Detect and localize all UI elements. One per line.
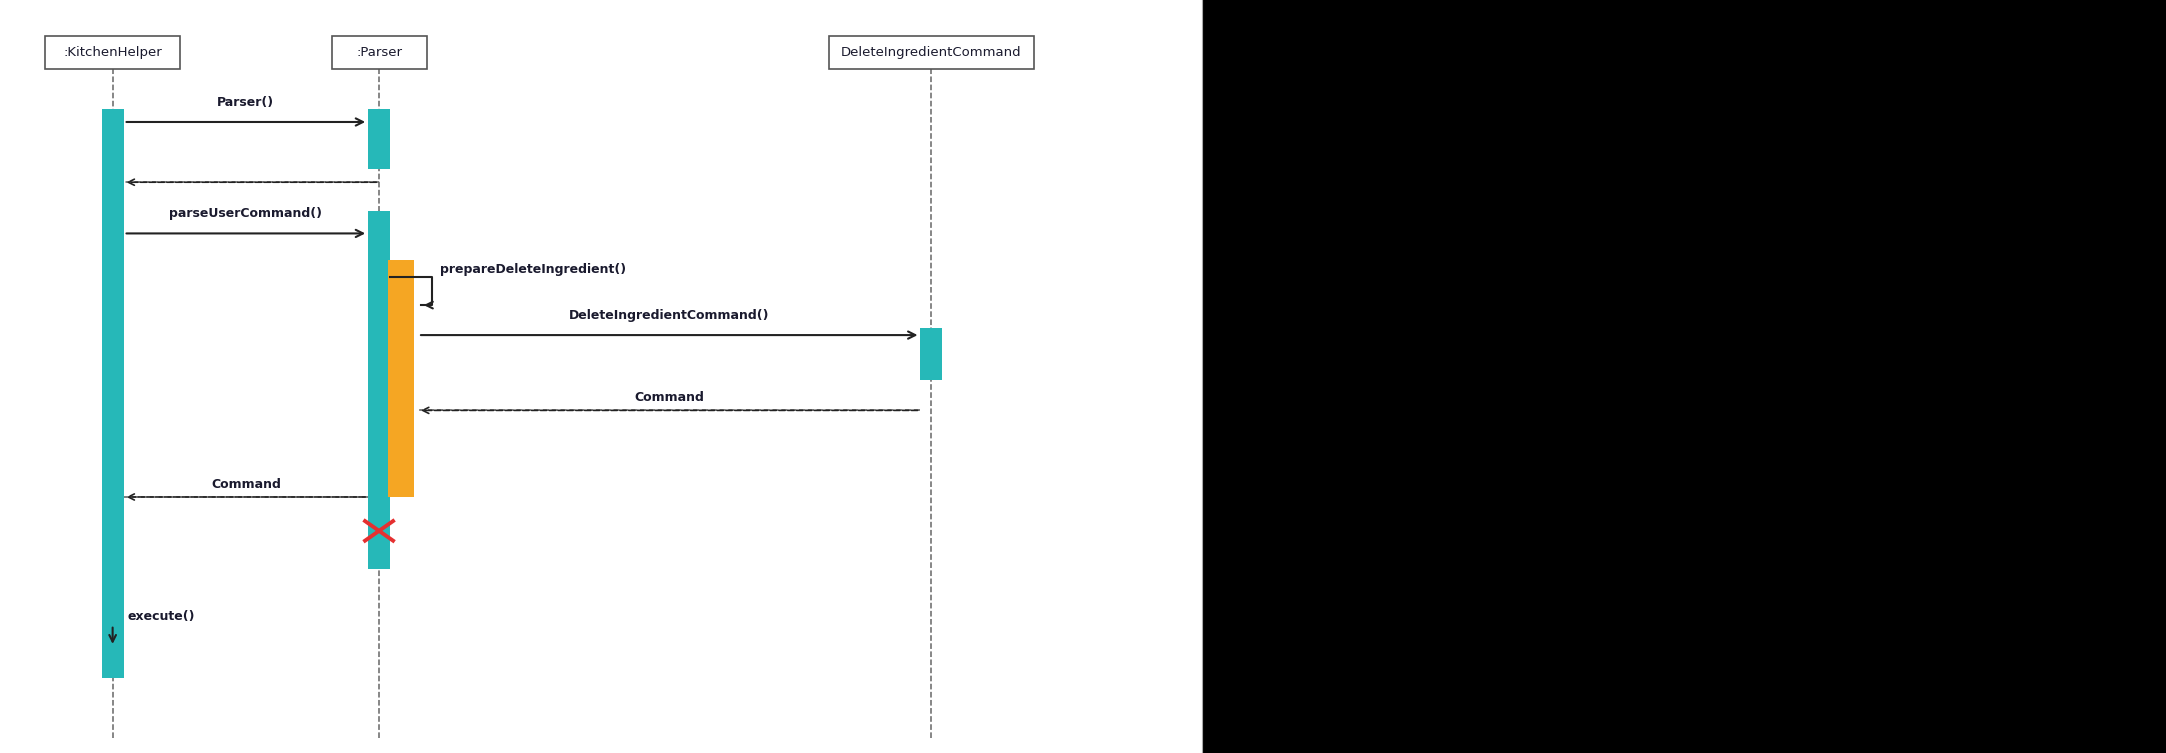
Text: execute(): execute()	[128, 610, 195, 623]
Bar	[45, 36, 180, 69]
Bar	[368, 109, 390, 169]
Bar	[102, 109, 123, 678]
Text: DeleteIngredientCommand(): DeleteIngredientCommand()	[570, 309, 769, 322]
Text: :Parser: :Parser	[355, 46, 403, 59]
Text: Parser(): Parser()	[217, 96, 275, 109]
Bar	[921, 328, 942, 380]
Text: :KitchenHelper: :KitchenHelper	[63, 46, 162, 59]
Bar	[0, 0, 1202, 753]
Bar	[830, 36, 1033, 69]
Text: parseUserCommand(): parseUserCommand()	[169, 207, 323, 221]
Bar	[331, 36, 427, 69]
Bar	[368, 211, 390, 569]
Text: Command: Command	[210, 478, 282, 491]
Bar	[388, 260, 414, 497]
Text: prepareDeleteIngredient(): prepareDeleteIngredient()	[440, 263, 626, 276]
Text: Command: Command	[635, 392, 704, 404]
Text: DeleteIngredientCommand: DeleteIngredientCommand	[840, 46, 1022, 59]
